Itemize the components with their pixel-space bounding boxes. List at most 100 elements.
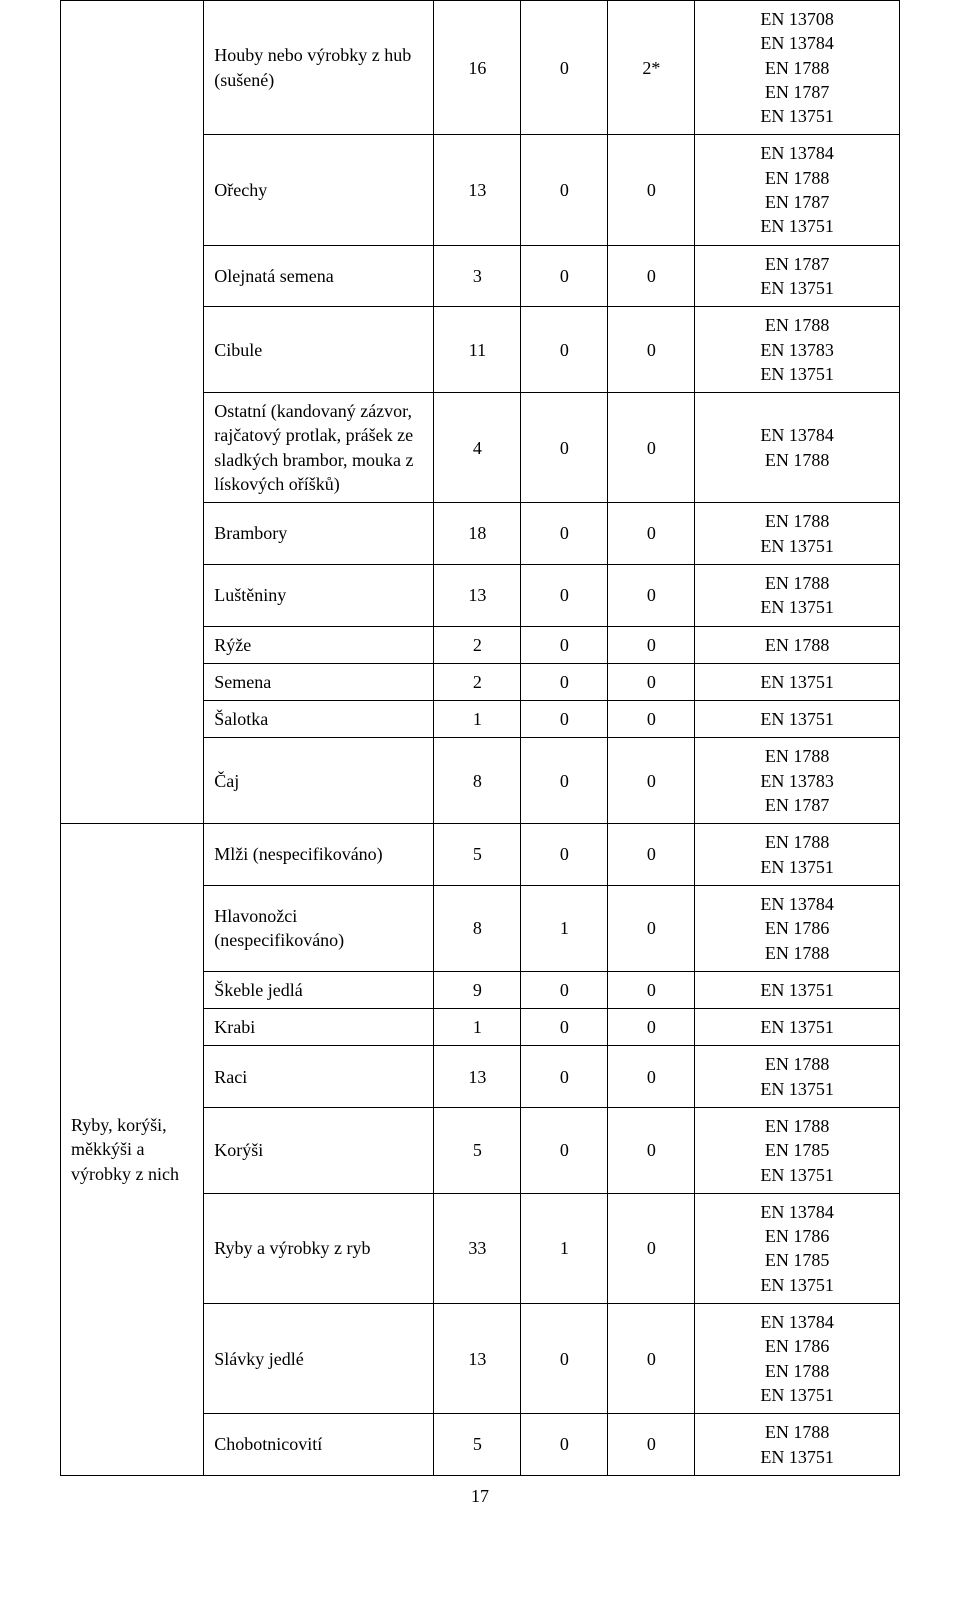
value-cell: 1 (521, 885, 608, 971)
name-cell: Slávky jedlé (204, 1304, 434, 1414)
value-cell: 0 (521, 245, 608, 307)
page: Houby nebo výrobky z hub (sušené)1602*EN… (0, 0, 960, 1567)
value-cell: 4 (434, 393, 521, 503)
value-cell: 0 (608, 824, 695, 886)
en-codes-cell: EN 1788EN 13783EN 1787 (695, 738, 900, 824)
name-cell: Semena (204, 663, 434, 700)
value-cell: 0 (608, 564, 695, 626)
value-cell: 0 (521, 393, 608, 503)
name-cell: Ořechy (204, 135, 434, 245)
en-codes-cell: EN 1788 (695, 626, 900, 663)
value-cell: 0 (521, 971, 608, 1008)
name-cell: Šalotka (204, 701, 434, 738)
name-cell: Korýši (204, 1107, 434, 1193)
value-cell: 2 (434, 626, 521, 663)
value-cell: 0 (608, 663, 695, 700)
value-cell: 0 (608, 135, 695, 245)
value-cell: 13 (434, 1304, 521, 1414)
en-codes-cell: EN 1788EN 13751 (695, 1414, 900, 1476)
name-cell: Chobotnicovití (204, 1414, 434, 1476)
value-cell: 11 (434, 307, 521, 393)
value-cell: 0 (521, 1107, 608, 1193)
value-cell: 0 (608, 626, 695, 663)
value-cell: 2* (608, 1, 695, 135)
name-cell: Škeble jedlá (204, 971, 434, 1008)
value-cell: 0 (608, 1193, 695, 1303)
value-cell: 0 (608, 1304, 695, 1414)
value-cell: 0 (521, 1009, 608, 1046)
en-codes-cell: EN 1788EN 13783EN 13751 (695, 307, 900, 393)
page-number: 17 (60, 1486, 900, 1507)
name-cell: Mlži (nespecifikováno) (204, 824, 434, 886)
value-cell: 16 (434, 1, 521, 135)
en-codes-cell: EN 13784EN 1788EN 1787EN 13751 (695, 135, 900, 245)
value-cell: 0 (521, 1304, 608, 1414)
value-cell: 0 (521, 135, 608, 245)
en-codes-cell: EN 1788EN 13751 (695, 564, 900, 626)
name-cell: Rýže (204, 626, 434, 663)
name-cell: Krabi (204, 1009, 434, 1046)
value-cell: 0 (521, 307, 608, 393)
name-cell: Hlavonožci (nespecifikováno) (204, 885, 434, 971)
value-cell: 0 (521, 701, 608, 738)
category-cell: Ryby, korýši, měkkýši a výrobky z nich (61, 824, 204, 1476)
en-codes-cell: EN 13784EN 1786EN 1785EN 13751 (695, 1193, 900, 1303)
value-cell: 13 (434, 564, 521, 626)
value-cell: 33 (434, 1193, 521, 1303)
en-codes-cell: EN 1788EN 13751 (695, 1046, 900, 1108)
data-table: Houby nebo výrobky z hub (sušené)1602*EN… (60, 0, 900, 1476)
en-codes-cell: EN 13751 (695, 701, 900, 738)
value-cell: 0 (521, 503, 608, 565)
value-cell: 0 (521, 564, 608, 626)
en-codes-cell: EN 13751 (695, 1009, 900, 1046)
value-cell: 1 (521, 1193, 608, 1303)
value-cell: 0 (521, 738, 608, 824)
value-cell: 0 (608, 1009, 695, 1046)
value-cell: 5 (434, 1107, 521, 1193)
value-cell: 8 (434, 738, 521, 824)
en-codes-cell: EN 13784EN 1786EN 1788EN 13751 (695, 1304, 900, 1414)
value-cell: 1 (434, 1009, 521, 1046)
value-cell: 8 (434, 885, 521, 971)
value-cell: 9 (434, 971, 521, 1008)
value-cell: 0 (608, 1414, 695, 1476)
table-row: Ryby, korýši, měkkýši a výrobky z nichMl… (61, 824, 900, 886)
category-cell (61, 1, 204, 824)
value-cell: 0 (608, 971, 695, 1008)
value-cell: 0 (521, 1, 608, 135)
table-row: Houby nebo výrobky z hub (sušené)1602*EN… (61, 1, 900, 135)
value-cell: 18 (434, 503, 521, 565)
value-cell: 13 (434, 1046, 521, 1108)
value-cell: 0 (608, 393, 695, 503)
en-codes-cell: EN 13751 (695, 663, 900, 700)
value-cell: 13 (434, 135, 521, 245)
name-cell: Olejnatá semena (204, 245, 434, 307)
name-cell: Ryby a výrobky z ryb (204, 1193, 434, 1303)
value-cell: 0 (608, 245, 695, 307)
en-codes-cell: EN 13708EN 13784EN 1788EN 1787EN 13751 (695, 1, 900, 135)
name-cell: Luštěniny (204, 564, 434, 626)
value-cell: 0 (521, 663, 608, 700)
value-cell: 0 (521, 824, 608, 886)
en-codes-cell: EN 1788EN 13751 (695, 503, 900, 565)
en-codes-cell: EN 1787EN 13751 (695, 245, 900, 307)
value-cell: 0 (608, 1046, 695, 1108)
value-cell: 0 (608, 701, 695, 738)
value-cell: 0 (608, 1107, 695, 1193)
value-cell: 5 (434, 824, 521, 886)
name-cell: Raci (204, 1046, 434, 1108)
value-cell: 5 (434, 1414, 521, 1476)
name-cell: Čaj (204, 738, 434, 824)
value-cell: 0 (608, 503, 695, 565)
value-cell: 0 (521, 626, 608, 663)
en-codes-cell: EN 13784EN 1788 (695, 393, 900, 503)
name-cell: Cibule (204, 307, 434, 393)
name-cell: Brambory (204, 503, 434, 565)
en-codes-cell: EN 1788EN 13751 (695, 824, 900, 886)
value-cell: 0 (608, 885, 695, 971)
en-codes-cell: EN 1788EN 1785EN 13751 (695, 1107, 900, 1193)
en-codes-cell: EN 13784EN 1786EN 1788 (695, 885, 900, 971)
value-cell: 3 (434, 245, 521, 307)
en-codes-cell: EN 13751 (695, 971, 900, 1008)
name-cell: Houby nebo výrobky z hub (sušené) (204, 1, 434, 135)
